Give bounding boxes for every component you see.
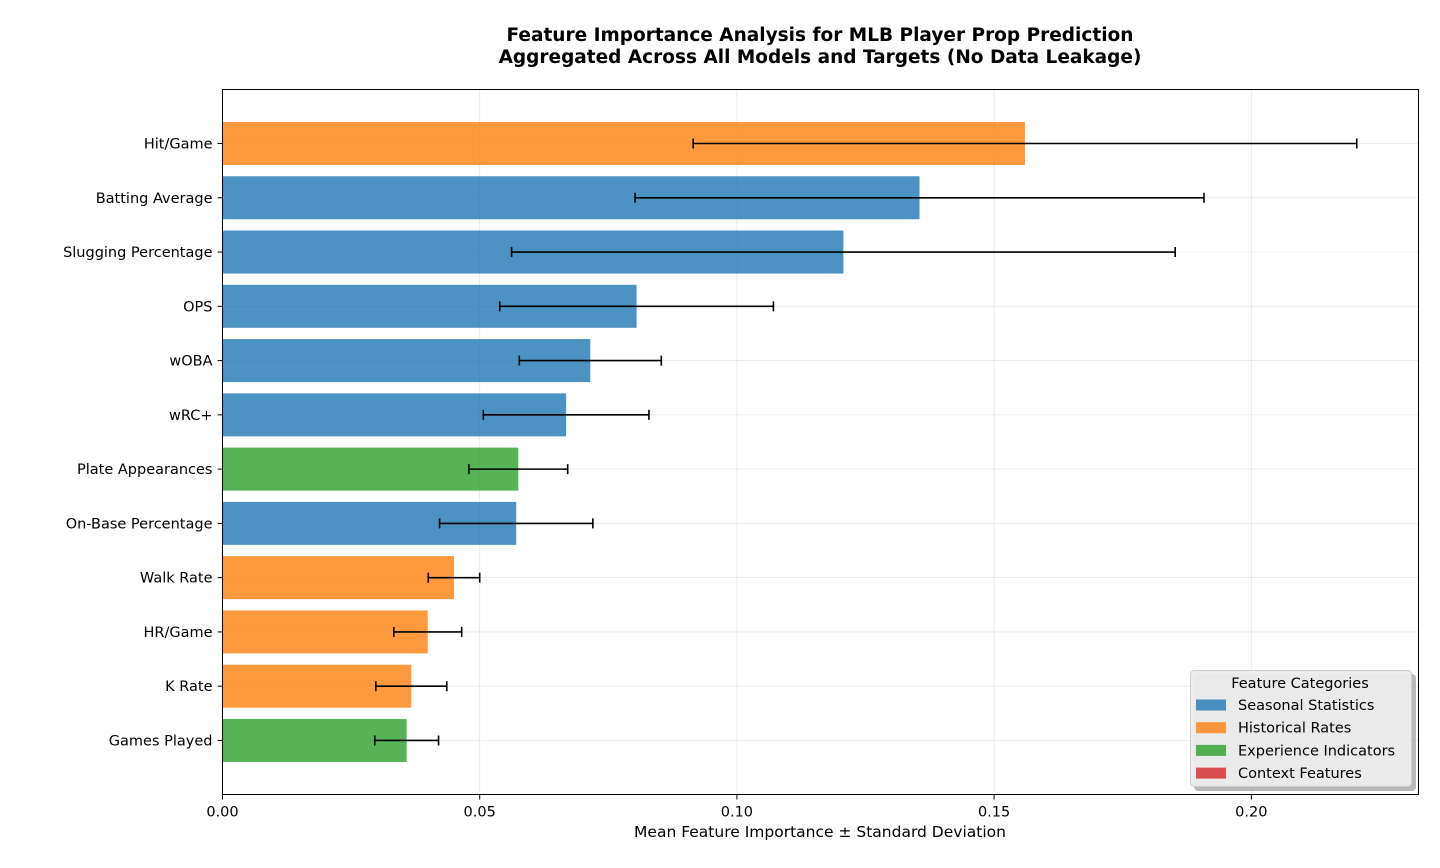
chart-title-group: Feature Importance Analysis for MLB Play… (499, 25, 1142, 68)
legend-entry-experience-indicators: Experience Indicators (1196, 743, 1395, 759)
y-tick-label-wrc: wRC+ (169, 408, 213, 424)
bar-walk-rate (222, 556, 454, 600)
y-tick-label-on-base-percentage: On-Base Percentage (66, 516, 213, 532)
legend-label: Seasonal Statistics (1238, 698, 1374, 714)
error-bar-ops (498, 301, 775, 312)
error-bar-on-base-percentage (438, 518, 594, 529)
error-bar-games-played (373, 735, 440, 746)
error-bar-layer (373, 138, 1358, 746)
y-tick-label-hit-game: Hit/Game (144, 137, 213, 153)
y-tick-label-ops: OPS (183, 299, 212, 315)
chart-title: Feature Importance Analysis for MLB Play… (507, 25, 1134, 46)
error-bar-slugging-percentage (510, 247, 1176, 258)
chart-subtitle: Aggregated Across All Models and Targets… (499, 47, 1142, 68)
error-bar-hit-game (692, 138, 1358, 149)
y-tick-label-walk-rate: Walk Rate (140, 571, 213, 587)
legend-entries: Seasonal Statistics Historical Rates Exper… (1196, 698, 1395, 782)
x-tick-label: 0.10 (721, 805, 753, 821)
y-tick-label-woba: wOBA (169, 354, 212, 370)
legend-label: Context Features (1238, 766, 1362, 782)
x-axis-label: Mean Feature Importance ± Standard Devia… (634, 823, 1006, 841)
x-tick-label: 0.00 (206, 805, 238, 821)
error-bar-plate-appearances (468, 464, 569, 475)
y-tick-label-slugging-percentage: Slugging Percentage (63, 245, 213, 261)
y-tick-label-hr-game: HR/Game (143, 625, 212, 641)
legend-swatch (1196, 744, 1226, 756)
legend-entry-historical-rates: Historical Rates (1196, 721, 1351, 737)
legend: Feature Categories Seasonal Statistics Hi… (1190, 670, 1416, 791)
legend-label: Historical Rates (1238, 721, 1351, 737)
y-tick-label-plate-appearances: Plate Appearances (77, 462, 213, 478)
error-bar-batting-average (634, 192, 1205, 203)
legend-title: Feature Categories (1231, 676, 1369, 692)
plot-frame (222, 89, 1419, 795)
y-tick-label-batting-average: Batting Average (96, 191, 213, 207)
legend-box (1190, 670, 1412, 787)
y-tick-label-k-rate: K Rate (165, 679, 212, 695)
error-bar-woba (518, 355, 663, 366)
x-tick-label: 0.15 (978, 805, 1010, 821)
y-tick-label-games-played: Games Played (109, 733, 213, 749)
x-tick-label: 0.05 (464, 805, 496, 821)
legend-label: Experience Indicators (1238, 743, 1395, 759)
error-bar-k-rate (374, 681, 448, 692)
legend-entry-context-features: Context Features (1196, 766, 1362, 782)
y-axis-ticks: Hit/Game Batting Average Slugging Percenta… (63, 137, 223, 749)
error-bar-wrc (482, 409, 650, 420)
error-bar-hr-game (392, 626, 463, 637)
legend-swatch (1196, 722, 1226, 734)
legend-swatch (1196, 699, 1226, 711)
legend-entry-seasonal-statistics: Seasonal Statistics (1196, 698, 1374, 714)
bar-layer (222, 122, 1025, 762)
error-bar-walk-rate (427, 572, 481, 583)
x-axis-ticks: 0.00 0.05 0.10 0.15 0.20 (206, 794, 1267, 821)
x-tick-label: 0.20 (1235, 805, 1267, 821)
legend-swatch (1196, 767, 1226, 779)
